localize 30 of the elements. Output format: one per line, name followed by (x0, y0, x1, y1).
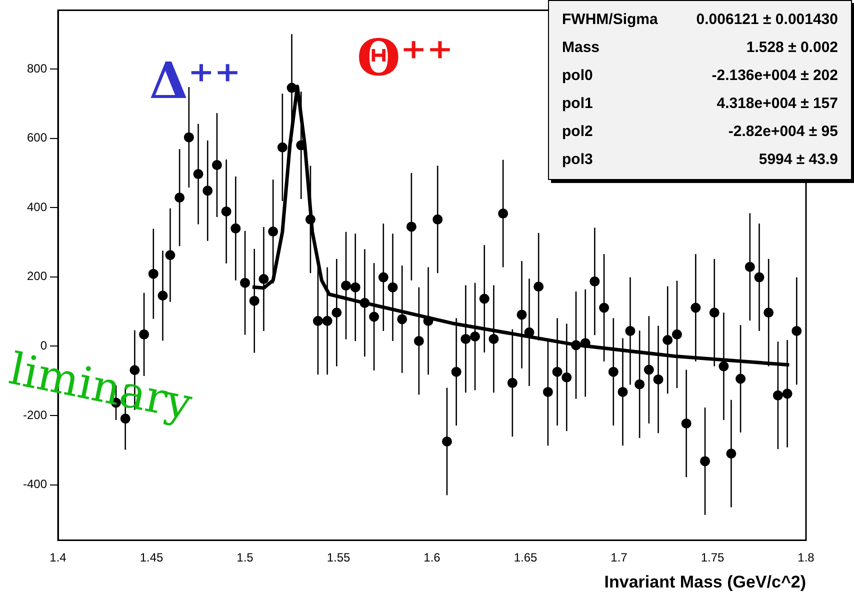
annotation: pol1 (562, 95, 593, 112)
y-tick-label: 600 (26, 130, 48, 145)
x-tick-label: 1.8 (798, 550, 815, 565)
x-tick-label: 1.45 (140, 550, 164, 565)
x-tick-label: 1.75 (700, 550, 725, 565)
x-axis-title: Invariant Mass (GeV/c^2) (604, 572, 806, 592)
x-tick-label: 1.7 (610, 550, 628, 565)
x-tick-label: 1.5 (236, 550, 254, 565)
annotation: 4.318e+004 ± 157 (716, 95, 838, 112)
x-tick-label: 1.6 (424, 550, 441, 565)
y-tick-label: 0 (40, 338, 48, 353)
y-tick-label: 800 (26, 61, 48, 76)
y-tick-label: 400 (26, 200, 48, 214)
x-tick-label: 1.65 (514, 550, 538, 565)
annotation: pol0 (562, 67, 593, 84)
annotation: 0.006121 ± 0.001430 (696, 11, 838, 28)
x-tick-label: 1.4 (50, 550, 67, 565)
annotation: Δ⁺⁺ (149, 50, 241, 110)
annotation: -2.82e+004 ± 95 (728, 123, 838, 140)
annotation: -2.136e+004 ± 202 (712, 67, 838, 84)
annotation: pol2 (562, 123, 593, 140)
annotation: 5994 ± 43.9 (758, 151, 838, 168)
annotation: FWHM/Sigma (562, 11, 658, 28)
annotation: Mass (562, 39, 600, 56)
x-tick-label: 1.55 (326, 550, 351, 565)
annotation: Θ⁺⁺ (356, 28, 454, 87)
annotation: pol3 (562, 151, 593, 168)
y-tick-label: -400 (22, 477, 48, 492)
annotation: 1.528 ± 0.002 (746, 39, 838, 56)
y-tick-label: 200 (26, 269, 48, 284)
